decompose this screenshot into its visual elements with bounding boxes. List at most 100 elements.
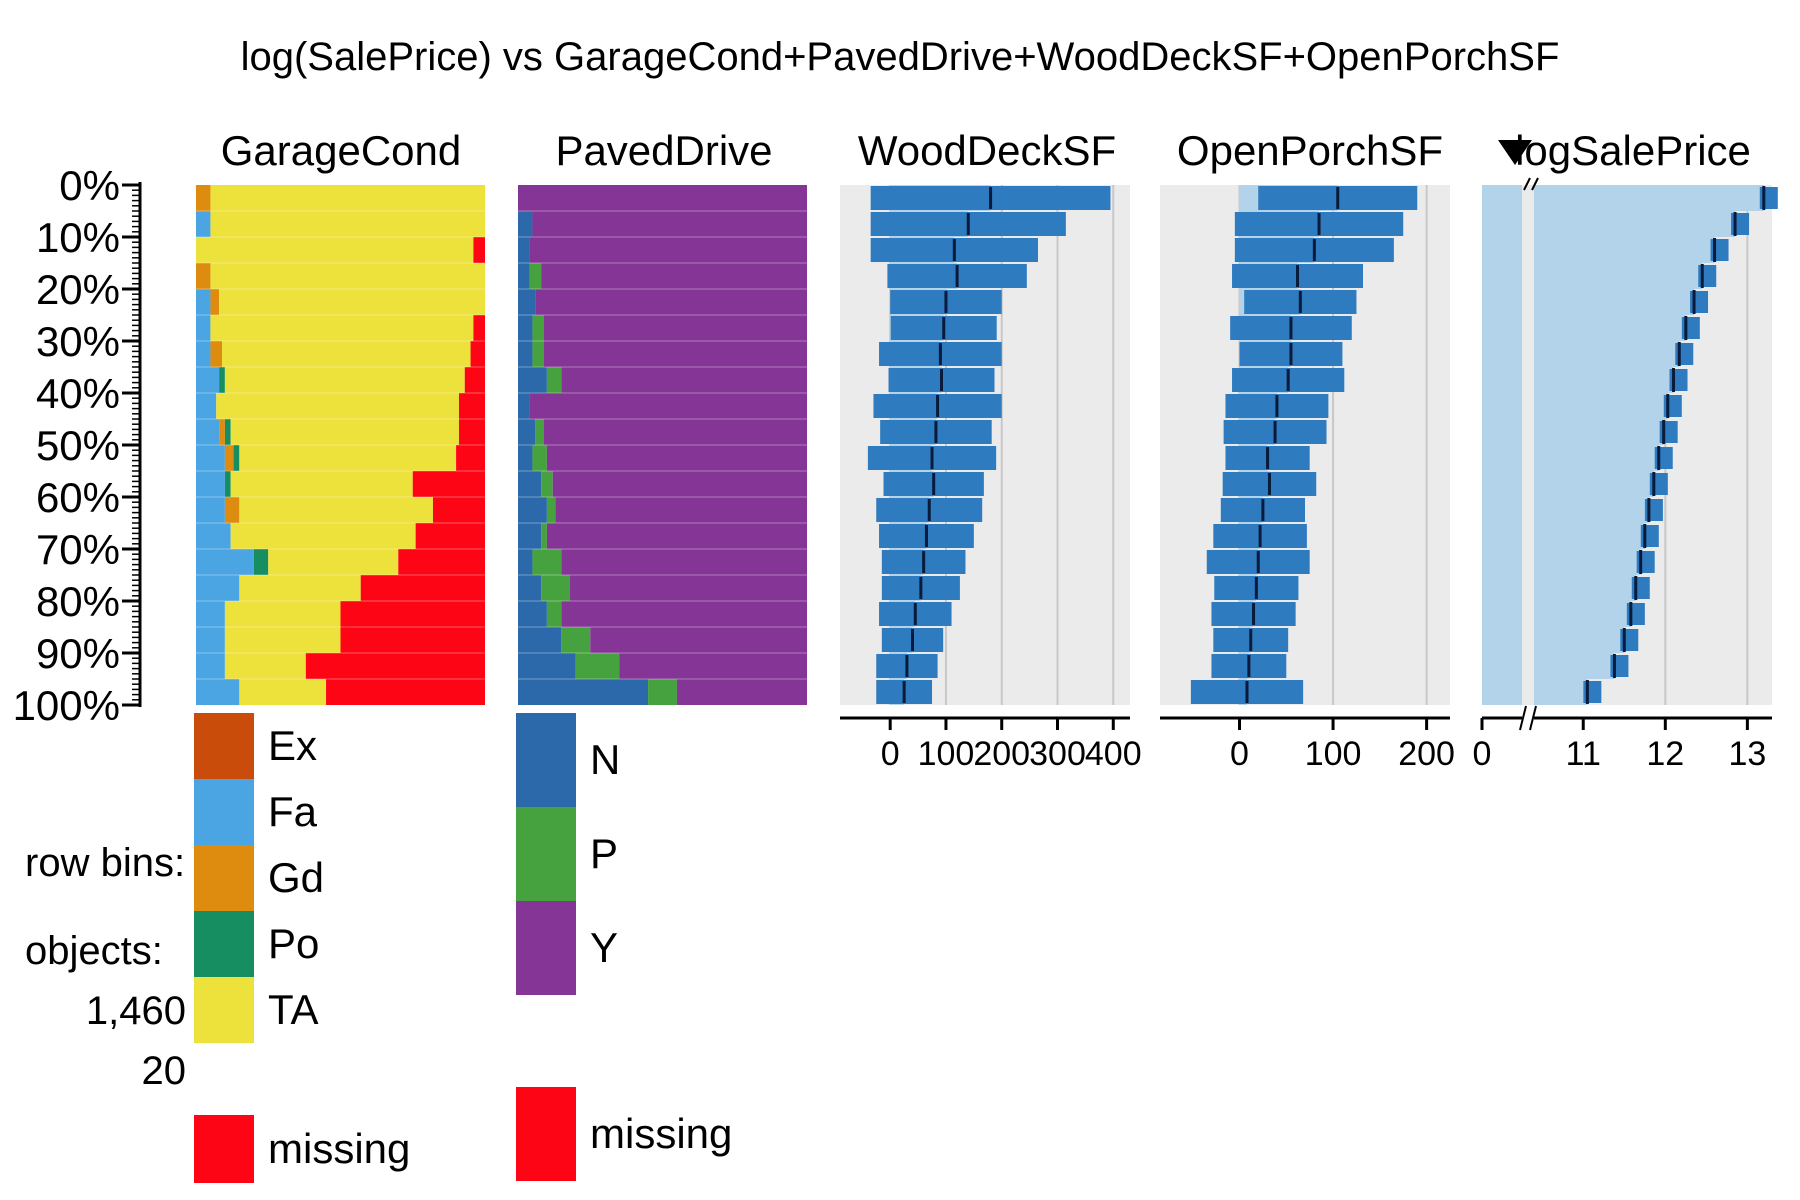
- x-tick-label: 13: [1728, 735, 1766, 773]
- bar-mean-logsaleprice: [1534, 393, 1668, 419]
- panel-garagecond: GarageCond Ex Fa Gd Po TA missing: [194, 127, 485, 1183]
- bar-segment-paveddrive-y: [561, 549, 807, 575]
- bar-segment-garagecond-ta: [210, 315, 474, 341]
- bar-segment-garagecond-fa: [196, 653, 225, 679]
- bar-segment-garagecond-ta: [216, 393, 459, 419]
- bar-segment-paveddrive-y: [535, 289, 807, 315]
- y-tick-label: 20%: [36, 266, 120, 313]
- bar-segment-garagecond-ta: [224, 367, 465, 393]
- column-header-openporchsf: OpenPorchSF: [1177, 127, 1443, 174]
- bar-segment-paveddrive-p: [535, 419, 545, 445]
- bar-segment-paveddrive-y: [544, 419, 807, 445]
- x-tick-label: 400: [1085, 735, 1142, 773]
- y-tick-label: 0%: [59, 162, 120, 209]
- bar-mean-logsaleprice: [1534, 367, 1674, 393]
- footer-info: row bins: objects: 1,460 20: [25, 841, 186, 1093]
- x-tick-label: 0: [881, 735, 900, 773]
- legend-swatch-y: [516, 901, 576, 995]
- bar-segment-paveddrive-n: [518, 549, 533, 575]
- bar-segment-garagecond-ta: [268, 549, 399, 575]
- bar-segment-paveddrive-p: [546, 497, 556, 523]
- bar-mean-logsaleprice: [1482, 627, 1522, 653]
- bar-segment-garagecond-gd: [210, 341, 223, 367]
- panel-woodecksf: WoodDeckSF 0 100 200 300 400: [840, 127, 1142, 773]
- bar-segment-garagecond-fa: [196, 523, 231, 549]
- bar-segment-paveddrive-p: [532, 445, 547, 471]
- bar-segment-garagecond-gd: [196, 263, 211, 289]
- bar-mean-logsaleprice: [1534, 627, 1625, 653]
- bar-segment-paveddrive-y: [590, 627, 807, 653]
- x-tick-label: 0: [1473, 735, 1492, 773]
- bar-mean-logsaleprice: [1534, 419, 1664, 445]
- x-tick-label: 11: [1566, 735, 1601, 773]
- bar-mean-logsaleprice: [1534, 549, 1641, 575]
- axis-break-icon: [1523, 177, 1539, 191]
- bar-segment-paveddrive-p: [546, 601, 562, 627]
- bar-segment-garagecond-ta: [224, 627, 341, 653]
- bar-mean-logsaleprice: [1482, 445, 1522, 471]
- bar-segment-paveddrive-n: [518, 445, 533, 471]
- y-tick-label: 80%: [36, 578, 120, 625]
- legend-label-missing: missing: [590, 1110, 732, 1157]
- bar-segment-paveddrive-p: [561, 627, 591, 653]
- bar-segment-garagecond-gd: [196, 185, 211, 211]
- bar-segment-garagecond-ta: [196, 237, 474, 263]
- bar-mean-logsaleprice: [1482, 289, 1522, 315]
- y-tick-label: 10%: [36, 214, 120, 261]
- bar-segment-garagecond-ta: [224, 601, 341, 627]
- bar-mean-logsaleprice: [1534, 185, 1764, 211]
- bar-segment-garagecond-missing: [340, 601, 485, 627]
- bar-mean-logsaleprice: [1482, 315, 1522, 341]
- x-tick-label: 12: [1646, 735, 1684, 773]
- bar-mean-logsaleprice: [1482, 419, 1522, 445]
- bar-segment-paveddrive-y: [552, 471, 807, 497]
- bar-mean-logsaleprice: [1482, 471, 1522, 497]
- bar-segment-paveddrive-p: [541, 523, 547, 549]
- bar-segment-garagecond-fa: [196, 471, 225, 497]
- legend-swatch-missing: [194, 1115, 254, 1183]
- legend-label-missing: missing: [268, 1125, 410, 1172]
- row-bins-label: row bins:: [25, 841, 185, 885]
- legend-label-ex: Ex: [268, 722, 317, 769]
- column-header-garagecond: GarageCond: [221, 127, 462, 174]
- bar-mean-logsaleprice: [1534, 211, 1736, 237]
- bar-mean-logsaleprice: [1482, 263, 1522, 289]
- bar-segment-paveddrive-y: [561, 601, 807, 627]
- legend-swatch-ex: [194, 713, 254, 779]
- bar-segment-paveddrive-p: [648, 679, 677, 705]
- bar-segment-paveddrive-n: [518, 367, 547, 393]
- bar-segment-garagecond-missing: [432, 497, 485, 523]
- y-tick-label: 90%: [36, 630, 120, 677]
- chart-title: log(SalePrice) vs GarageCond+PavedDrive+…: [241, 35, 1560, 79]
- bar-mean-logsaleprice: [1534, 289, 1695, 315]
- bar-segment-paveddrive-n: [518, 497, 547, 523]
- bar-segment-garagecond-fa: [196, 315, 211, 341]
- bar-segment-garagecond-ta: [210, 185, 485, 211]
- bar-segment-paveddrive-n: [518, 419, 536, 445]
- bar-segment-paveddrive-n: [518, 523, 542, 549]
- bar-segment-garagecond-missing: [415, 523, 485, 549]
- bar-segment-garagecond-po: [233, 445, 240, 471]
- x-tick-label: 100: [1305, 735, 1362, 773]
- bar-segment-garagecond-missing: [473, 315, 485, 341]
- bar-segment-paveddrive-n: [518, 627, 562, 653]
- bar-segment-paveddrive-n: [518, 211, 533, 237]
- legend-label-fa: Fa: [268, 788, 318, 835]
- x-tick-label: 0: [1230, 735, 1249, 773]
- axis-break-icon: [1519, 705, 1537, 731]
- bar-segment-garagecond-ta: [224, 653, 306, 679]
- legend-swatch-missing: [516, 1087, 576, 1181]
- panel-logsaleprice: logSalePrice 0 11 12 13: [1473, 127, 1778, 773]
- bar-segment-paveddrive-n: [518, 237, 530, 263]
- bar-segment-garagecond-ta: [230, 419, 459, 445]
- bar-segment-paveddrive-y: [561, 367, 807, 393]
- bar-segment-garagecond-gd: [224, 445, 234, 471]
- bar-segment-paveddrive-n: [518, 263, 530, 289]
- bar-segment-garagecond-fa: [196, 289, 211, 315]
- bar-segment-garagecond-fa: [196, 575, 240, 601]
- bar-segment-garagecond-ta: [210, 211, 485, 237]
- bar-segment-garagecond-missing: [473, 237, 485, 263]
- bar-segment-garagecond-po: [253, 549, 269, 575]
- bar-segment-paveddrive-p: [541, 575, 571, 601]
- bar-segment-garagecond-ta: [230, 523, 416, 549]
